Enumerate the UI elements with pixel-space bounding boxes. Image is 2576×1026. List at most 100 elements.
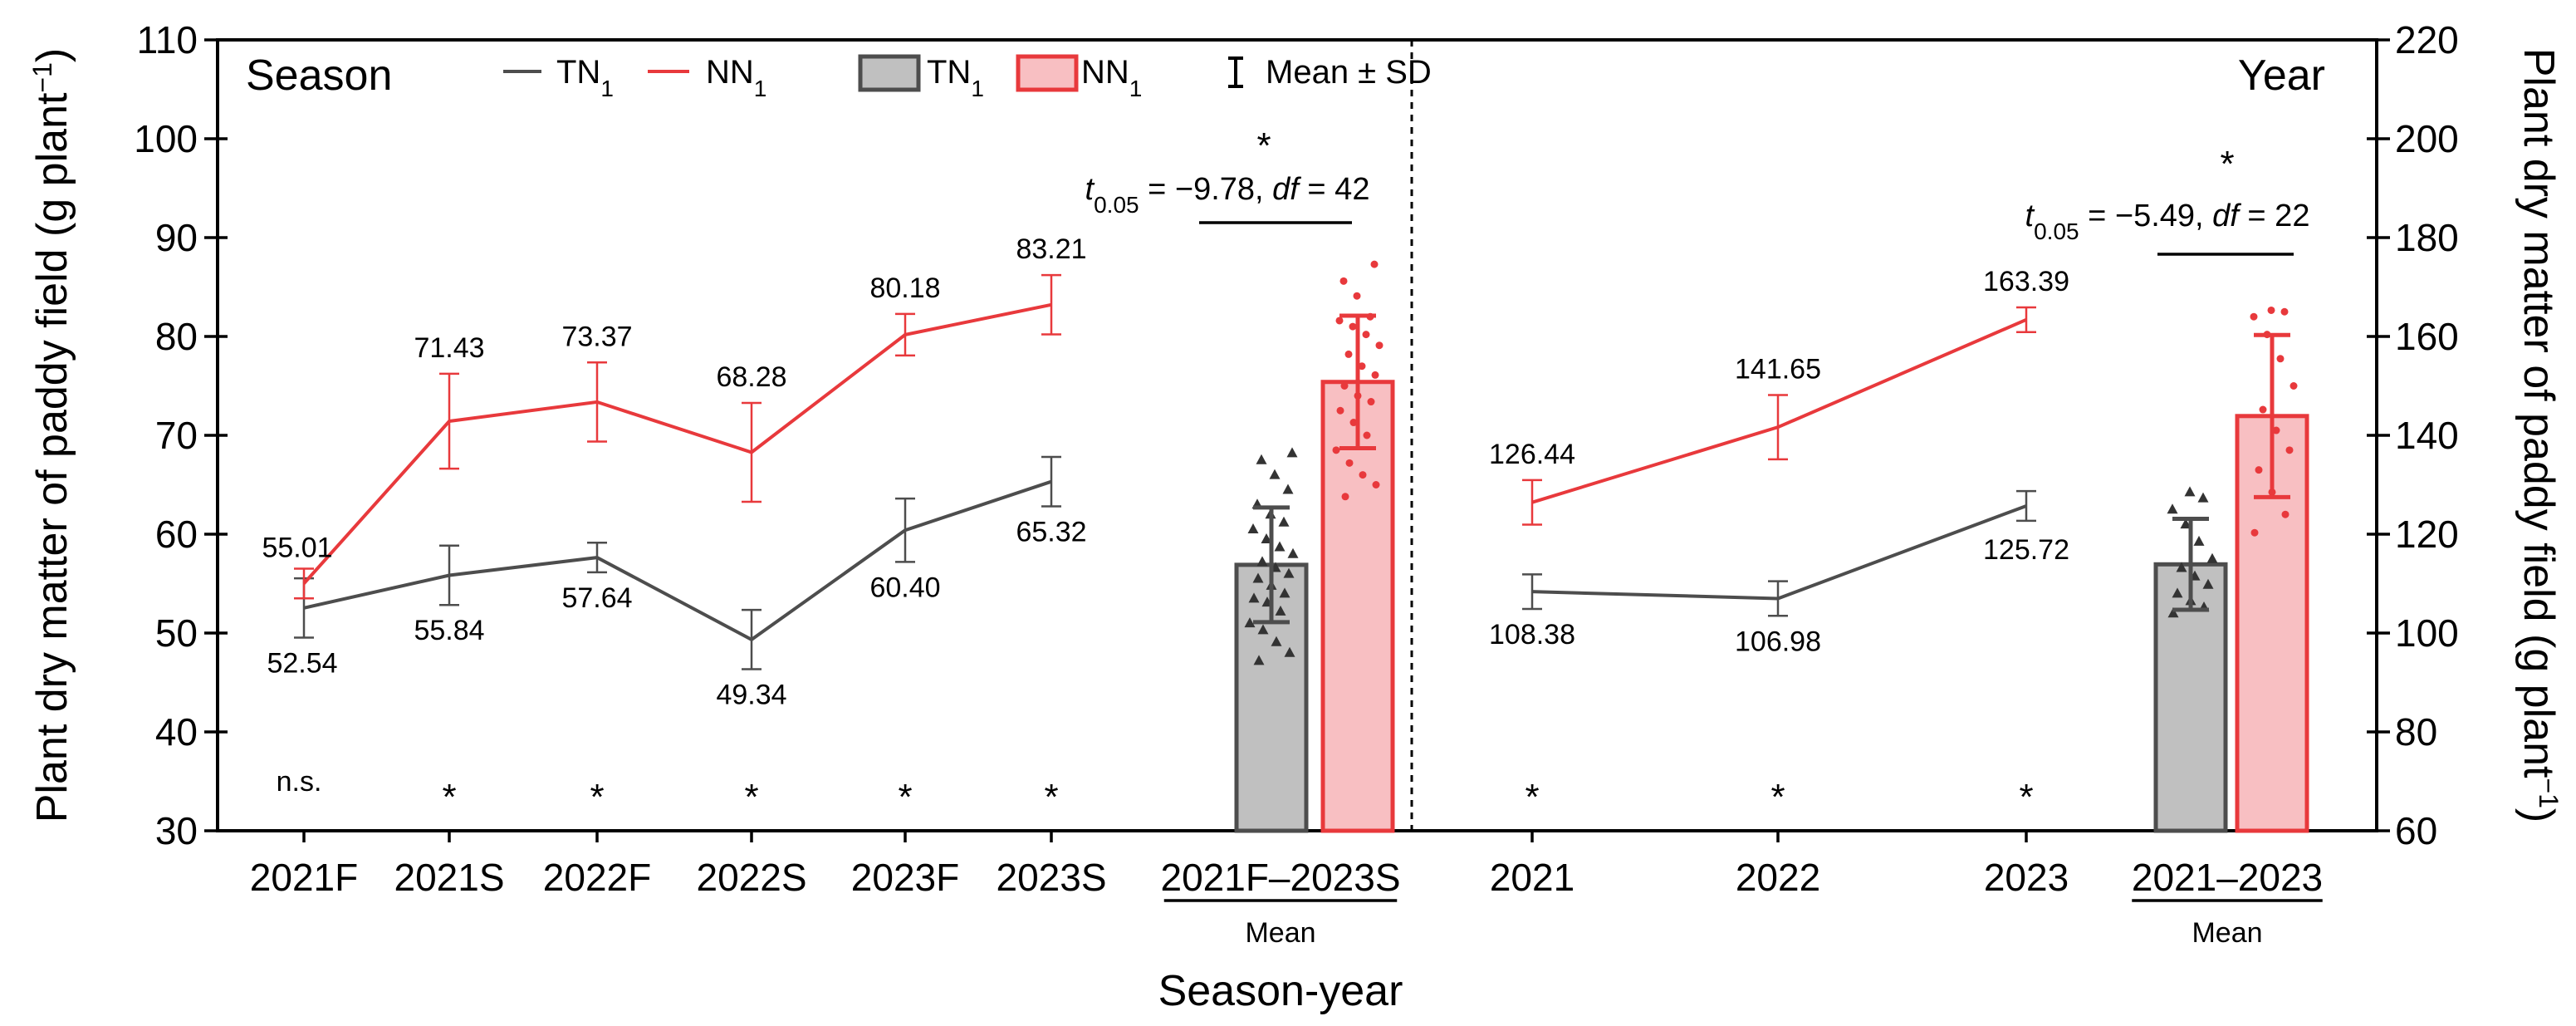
x-tick-label: 2023F [851, 856, 959, 899]
y-right-title-close: ) [2515, 808, 2563, 822]
season-mean-point-tn1 [1261, 533, 1272, 543]
season-panel-label: Season [246, 52, 392, 100]
season-significance: * [442, 777, 456, 817]
season-mean-sublabel: Mean [1245, 917, 1315, 949]
season-nn1-data-label: 68.28 [716, 361, 786, 393]
x-tick-label: 2022 [1736, 856, 1820, 899]
plot-area: 52.54 55.84 57.64 49.34 60.40 65.32 55.01 71.43… [262, 125, 2310, 833]
year-significance: * [1770, 777, 1785, 817]
x-tick-label: 2022S [696, 856, 806, 899]
season-nn1-data-label: 83.21 [1016, 233, 1086, 265]
season-mean-point-tn1 [1253, 655, 1265, 665]
season-mean-point-nn1 [1339, 277, 1348, 285]
season-significance: * [744, 777, 758, 817]
x-tick-label: 2021S [394, 856, 504, 899]
season-mean-ttest-df: = 42 [1299, 172, 1370, 207]
axes: 30 40 50 60 70 80 90 100 110 60 80 100 120 140 160 180 2… [27, 18, 2564, 1015]
y-left-title-close: ) [28, 48, 76, 62]
y-left-title-sup: −1 [27, 62, 57, 92]
legend-bar-tn1-label-sub: 1 [971, 76, 984, 101]
y-left-tick-label: 100 [134, 117, 198, 160]
y-right-tick-label: 100 [2395, 611, 2459, 655]
season-mean-point-tn1 [1257, 624, 1269, 635]
season-tn1-data-label: 49.34 [716, 680, 786, 711]
season-mean-point-tn1 [1252, 572, 1264, 583]
legend-bar-tn1-label: TN1 [927, 54, 984, 101]
season-mean-point-tn1 [1279, 587, 1290, 598]
season-mean-point-nn1 [1349, 419, 1358, 427]
y-left-tick-label: 70 [155, 414, 198, 457]
season-mean-star: * [1256, 125, 1271, 166]
season-tn1-data-label: 52.54 [267, 647, 337, 679]
season-significance: * [898, 777, 912, 817]
year-mean-point-tn1 [2184, 486, 2196, 497]
season-mean-point-tn1 [1286, 447, 1298, 458]
season-nn1-data-label: 80.18 [869, 272, 940, 304]
year-mean-point-nn1 [2276, 355, 2285, 363]
season-nn1-data-label: 71.43 [414, 332, 484, 364]
y-right-tick-label: 180 [2395, 216, 2459, 259]
year-mean-point-tn1 [2180, 518, 2192, 529]
season-mean-point-nn1 [1370, 260, 1379, 268]
season-mean-ttest-t: t [1085, 172, 1095, 207]
y-right-tick-label: 80 [2395, 710, 2437, 754]
year-mean-star: * [2220, 144, 2234, 184]
y-left-title-text: Plant dry matter of paddy field (g plant [28, 92, 76, 822]
y-right-tick-label: 120 [2395, 513, 2459, 556]
year-mean-label: 2021–2023 [2132, 856, 2323, 899]
season-mean-point-tn1 [1274, 541, 1286, 552]
year-mean-point-tn1 [2193, 535, 2205, 546]
season-mean-point-tn1 [1287, 547, 1299, 558]
legend-bar-nn1 [1016, 54, 1079, 92]
season-mean-point-nn1 [1353, 292, 1361, 300]
year-mean-point-tn1 [2167, 503, 2178, 514]
season-mean-ttest-stat: = −9.78, [1139, 172, 1273, 207]
legend-bar-nn1-label-text: NN [1081, 54, 1129, 91]
season-mean-point-nn1 [1363, 431, 1371, 439]
year-mean-point-tn1 [2197, 492, 2209, 503]
x-axis-title: Season-year [1158, 967, 1403, 1015]
season-mean-point-tn1 [1244, 617, 1256, 628]
x-tick-label: 2022F [543, 856, 651, 899]
year-mean-ttest-df-label: df [2212, 199, 2241, 233]
season-tn1-data-label: 55.84 [414, 615, 484, 646]
year-tn1-data-label: 125.72 [1983, 534, 2069, 566]
season-mean-point-tn1 [1284, 646, 1295, 657]
season-tn1-line [303, 479, 1052, 642]
season-mean-point-tn1 [1275, 605, 1286, 616]
y-left-tick-label: 50 [155, 611, 198, 655]
year-mean-ttest-t: t [2025, 199, 2035, 233]
y-left-title: Plant dry matter of paddy field (g plant… [27, 48, 76, 823]
season-mean-point-tn1 [1283, 567, 1295, 578]
year-mean-ttest-sub: 0.05 [2034, 218, 2079, 244]
year-mean-point-nn1 [2267, 306, 2275, 314]
year-significance: * [1525, 777, 1539, 817]
year-mean-point-nn1 [2280, 307, 2289, 316]
legend-bar-tn1 [858, 54, 921, 92]
season-mean-point-nn1 [1340, 382, 1349, 390]
x-tick-label: 2023 [1984, 856, 2069, 899]
legend-bar-nn1-label: NN1 [1081, 54, 1142, 101]
legend-line-nn1-label-sub: 1 [754, 76, 767, 101]
year-mean-point-tn1 [2202, 578, 2214, 589]
season-mean-point-nn1 [1367, 398, 1375, 406]
legend-line-nn1-label: NN1 [706, 54, 766, 101]
season-tn1-data-label: 60.40 [869, 572, 940, 603]
season-significance: * [590, 777, 604, 817]
year-mean-ttest-stat: = −5.49, [2079, 199, 2213, 233]
year-tn1-line [1531, 504, 2027, 601]
year-mean-point-tn1 [2206, 552, 2218, 563]
legend-line-nn1-label-text: NN [706, 54, 754, 91]
season-mean-point-tn1 [1248, 592, 1260, 603]
season-mean-point-nn1 [1332, 446, 1340, 454]
x-tick-label: 2021 [1490, 856, 1574, 899]
year-mean-point-tn1 [2172, 587, 2183, 598]
y-right-title-sup: −1 [2534, 778, 2564, 808]
year-mean-ttest-df: = 22 [2239, 199, 2310, 233]
season-mean-point-tn1 [1256, 556, 1268, 567]
season-mean-point-nn1 [1335, 317, 1344, 325]
season-mean-point-nn1 [1371, 371, 1379, 379]
year-mean-point-nn1 [2250, 312, 2258, 321]
legend: TN1 NN1 TN1 NN1 Mean ± SD [503, 54, 1432, 101]
